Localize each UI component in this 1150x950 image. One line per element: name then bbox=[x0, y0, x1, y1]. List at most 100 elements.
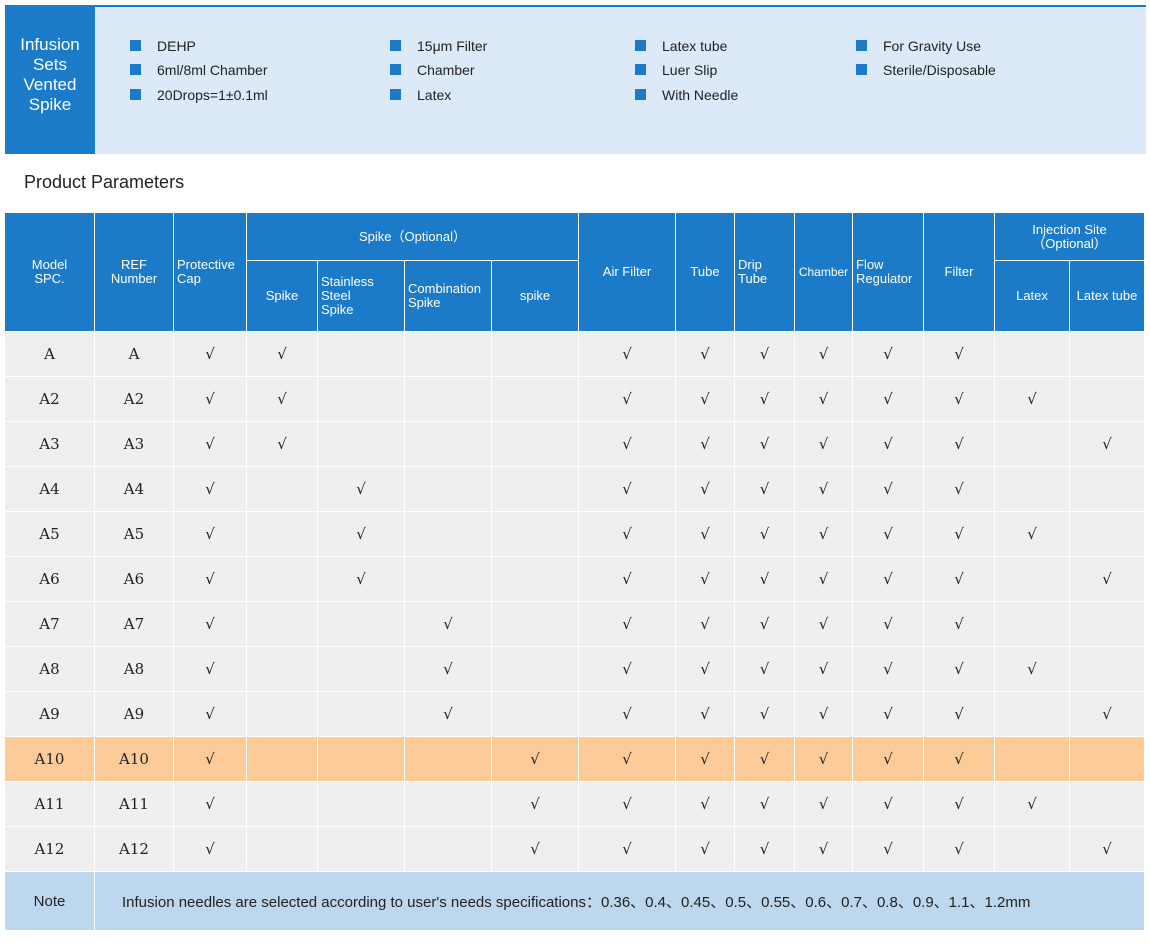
model-text: A10 bbox=[34, 750, 65, 768]
table-cell: √ bbox=[853, 782, 924, 827]
table-cell bbox=[405, 557, 492, 602]
table-cell bbox=[492, 692, 579, 737]
check-mark: √ bbox=[1102, 435, 1112, 453]
model-text: A6 bbox=[123, 570, 145, 588]
feature-bullet bbox=[390, 89, 401, 100]
table-cell: √ bbox=[174, 332, 247, 377]
check-mark: √ bbox=[622, 660, 632, 678]
check-mark: √ bbox=[954, 840, 964, 858]
check-mark: √ bbox=[954, 480, 964, 498]
table-cell bbox=[492, 647, 579, 692]
check-mark: √ bbox=[443, 615, 453, 633]
section-title: Product Parameters bbox=[24, 172, 185, 192]
table-cell: A4 bbox=[95, 467, 174, 512]
banner-title: Infusion Sets Vented Spike bbox=[5, 5, 95, 154]
table-cell: √ bbox=[795, 692, 853, 737]
table-cell: A3 bbox=[95, 422, 174, 467]
table-cell: √ bbox=[676, 422, 735, 467]
table-cell bbox=[318, 827, 405, 872]
note-label: Note bbox=[5, 872, 95, 930]
check-mark: √ bbox=[759, 660, 770, 678]
table-cell: A4 bbox=[5, 467, 95, 512]
table-cell bbox=[995, 602, 1070, 647]
table-cell: √ bbox=[676, 467, 735, 512]
check-mark: √ bbox=[818, 750, 829, 768]
check-mark: √ bbox=[759, 615, 770, 633]
check-mark: √ bbox=[205, 795, 215, 813]
table-cell: √ bbox=[735, 692, 795, 737]
table-cell: A10 bbox=[5, 737, 95, 782]
header-cell: Protective Cap bbox=[174, 213, 247, 332]
table-cell: √ bbox=[1070, 827, 1145, 872]
table-cell: √ bbox=[579, 827, 676, 872]
table-cell: √ bbox=[795, 782, 853, 827]
feature-text: For Gravity Use bbox=[883, 38, 982, 54]
table-cell bbox=[318, 602, 405, 647]
model-text: A bbox=[128, 345, 140, 363]
check-mark: √ bbox=[700, 615, 710, 633]
check-mark: √ bbox=[205, 435, 215, 453]
header-cell: Air Filter bbox=[579, 213, 676, 332]
check-mark: √ bbox=[622, 615, 632, 633]
table-cell: √ bbox=[735, 602, 795, 647]
table-cell: √ bbox=[795, 512, 853, 557]
check-mark: √ bbox=[818, 570, 829, 588]
table-cell: √ bbox=[174, 782, 247, 827]
table-cell: √ bbox=[318, 557, 405, 602]
check-mark: √ bbox=[1027, 390, 1037, 408]
table-cell bbox=[995, 467, 1070, 512]
table-cell bbox=[247, 737, 318, 782]
table-cell: √ bbox=[676, 647, 735, 692]
table-cell: √ bbox=[795, 827, 853, 872]
check-mark: √ bbox=[818, 660, 829, 678]
table-cell: √ bbox=[676, 782, 735, 827]
table-cell: √ bbox=[853, 512, 924, 557]
table-cell: √ bbox=[676, 827, 735, 872]
table-cell bbox=[1070, 377, 1145, 422]
feature-bullet bbox=[856, 64, 867, 75]
table-cell: √ bbox=[174, 647, 247, 692]
table-cell bbox=[247, 647, 318, 692]
model-text: A12 bbox=[119, 840, 149, 858]
table-cell: √ bbox=[579, 647, 676, 692]
model-text: A5 bbox=[123, 525, 145, 543]
check-mark: √ bbox=[277, 435, 287, 453]
feature-text: Latex tube bbox=[662, 38, 728, 54]
header-cell: Latex tube bbox=[1070, 261, 1145, 332]
table-cell: A bbox=[5, 332, 95, 377]
table-cell: √ bbox=[995, 782, 1070, 827]
check-mark: √ bbox=[1102, 705, 1112, 723]
table-cell: √ bbox=[735, 737, 795, 782]
table-cell: √ bbox=[405, 692, 492, 737]
table-cell: √ bbox=[579, 377, 676, 422]
feature-bullet bbox=[130, 64, 141, 75]
check-mark: √ bbox=[700, 840, 710, 858]
check-mark: √ bbox=[883, 705, 893, 723]
header-cell: Model SPC. bbox=[5, 213, 95, 332]
check-mark: √ bbox=[759, 705, 770, 723]
check-mark: √ bbox=[700, 390, 710, 408]
table-cell: √ bbox=[492, 782, 579, 827]
check-mark: √ bbox=[883, 525, 893, 543]
check-mark: √ bbox=[759, 390, 770, 408]
model-text: A10 bbox=[119, 750, 149, 768]
table-cell bbox=[1070, 467, 1145, 512]
table-cell: √ bbox=[853, 557, 924, 602]
header-cell: Drip Tube bbox=[735, 213, 795, 332]
table-cell bbox=[492, 377, 579, 422]
check-mark: √ bbox=[954, 615, 964, 633]
check-mark: √ bbox=[954, 750, 964, 768]
table-cell: √ bbox=[676, 737, 735, 782]
table-cell: √ bbox=[247, 332, 318, 377]
table-cell: √ bbox=[795, 332, 853, 377]
table-cell: A8 bbox=[95, 647, 174, 692]
table-cell: √ bbox=[676, 332, 735, 377]
model-text: A2 bbox=[39, 390, 60, 408]
table-cell: √ bbox=[853, 377, 924, 422]
model-text: A7 bbox=[39, 615, 60, 633]
check-mark: √ bbox=[883, 660, 893, 678]
check-mark: √ bbox=[622, 480, 632, 498]
table-cell bbox=[492, 602, 579, 647]
table-cell: A9 bbox=[5, 692, 95, 737]
feature-bullet bbox=[390, 64, 401, 75]
